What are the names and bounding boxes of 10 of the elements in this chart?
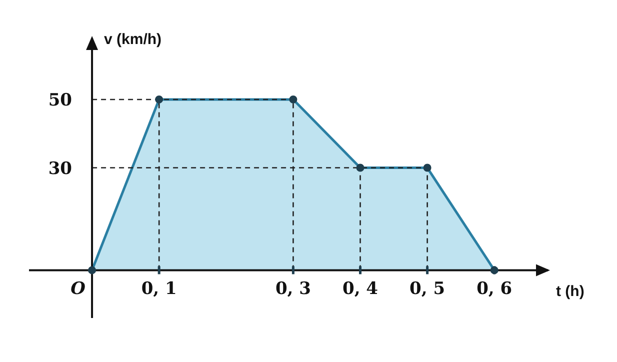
y-tick-label: 50 [48, 90, 72, 110]
x-axis-title: t (h) [556, 283, 584, 300]
x-tick-label: 0, 3 [275, 279, 311, 300]
x-tick-label: 0, 1 [141, 279, 177, 300]
x-tick-label: 0, 6 [476, 279, 512, 300]
x-tick-label: 0, 4 [342, 279, 378, 300]
x-tick-label: 0, 5 [410, 279, 446, 300]
y-tick-label: 30 [48, 158, 72, 179]
y-axis-title: v (km/h) [104, 31, 162, 48]
x-tick-label: O [70, 279, 86, 300]
